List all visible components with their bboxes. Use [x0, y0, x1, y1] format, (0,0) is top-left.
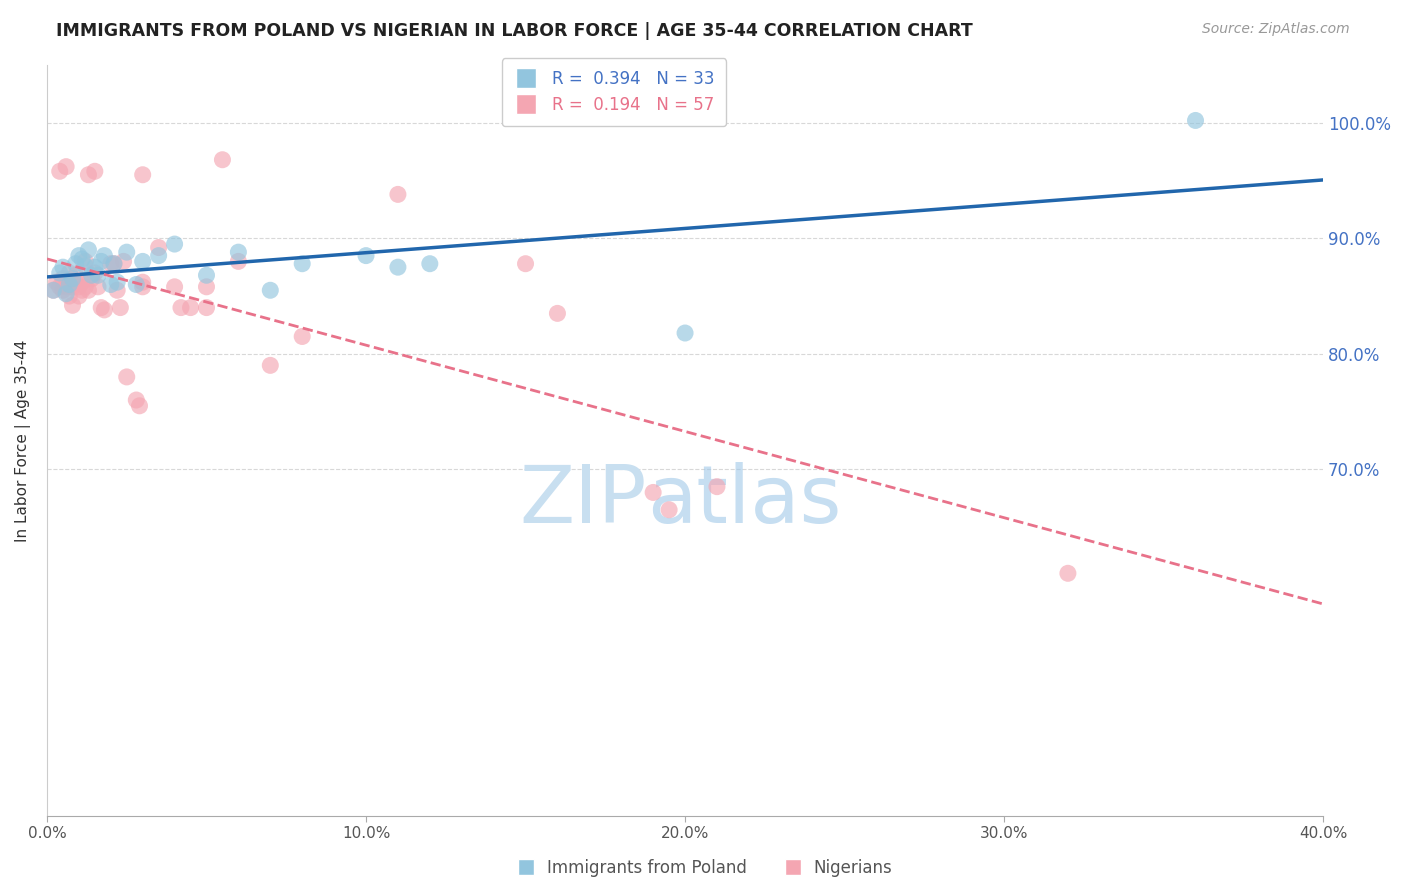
Point — [55, 160, 77, 174]
Point — [131, 280, 153, 294]
Point — [387, 187, 409, 202]
Point — [515, 257, 537, 271]
Point — [259, 283, 281, 297]
Point — [112, 254, 135, 268]
Point — [1184, 113, 1206, 128]
Point — [65, 257, 87, 271]
Point — [65, 275, 87, 289]
Point — [67, 289, 90, 303]
Point — [195, 268, 218, 283]
Point — [195, 301, 218, 315]
Point — [83, 164, 105, 178]
Point — [77, 243, 100, 257]
Point — [90, 301, 112, 315]
Point — [80, 271, 103, 285]
Text: atlas: atlas — [647, 461, 841, 540]
Y-axis label: In Labor Force | Age 35-44: In Labor Force | Age 35-44 — [15, 339, 31, 541]
Point — [387, 260, 409, 275]
Point — [42, 283, 65, 297]
Point — [58, 277, 80, 292]
Point — [170, 301, 193, 315]
Point — [52, 271, 75, 285]
Point — [45, 275, 67, 289]
Point — [75, 259, 97, 273]
Point — [105, 283, 128, 297]
Point — [83, 266, 105, 280]
Point — [52, 260, 75, 275]
Point — [100, 257, 122, 271]
Point — [62, 271, 84, 285]
Point — [706, 480, 728, 494]
Point — [100, 277, 122, 292]
Point — [354, 249, 377, 263]
Point — [163, 237, 186, 252]
Point — [48, 280, 70, 294]
Point — [125, 392, 148, 407]
Point — [75, 280, 97, 294]
Point — [115, 245, 138, 260]
Point — [90, 254, 112, 268]
Point — [211, 153, 233, 167]
Point — [228, 254, 250, 268]
Point — [291, 257, 314, 271]
Point — [87, 268, 110, 283]
Point — [148, 249, 170, 263]
Point — [52, 283, 75, 297]
Point — [658, 502, 681, 516]
Point — [62, 298, 84, 312]
Legend: R =  0.394   N = 33, R =  0.194   N = 57: R = 0.394 N = 33, R = 0.194 N = 57 — [502, 58, 725, 126]
Point — [1057, 566, 1080, 581]
Point — [228, 245, 250, 260]
Text: Source: ZipAtlas.com: Source: ZipAtlas.com — [1202, 22, 1350, 37]
Point — [259, 359, 281, 373]
Point — [546, 306, 568, 320]
Point — [77, 283, 100, 297]
Text: IMMIGRANTS FROM POLAND VS NIGERIAN IN LABOR FORCE | AGE 35-44 CORRELATION CHART: IMMIGRANTS FROM POLAND VS NIGERIAN IN LA… — [56, 22, 973, 40]
Point — [103, 257, 125, 271]
Point — [42, 283, 65, 297]
Point — [83, 260, 105, 275]
Point — [163, 280, 186, 294]
Point — [67, 280, 90, 294]
Point — [291, 329, 314, 343]
Point — [87, 280, 110, 294]
Point — [77, 168, 100, 182]
Point — [55, 280, 77, 294]
Point — [93, 249, 115, 263]
Point — [105, 275, 128, 289]
Point — [643, 485, 665, 500]
Point — [148, 240, 170, 254]
Point — [115, 370, 138, 384]
Point — [58, 289, 80, 303]
Point — [62, 280, 84, 294]
Point — [48, 266, 70, 280]
Point — [67, 249, 90, 263]
Point — [180, 301, 202, 315]
Point — [131, 168, 153, 182]
Point — [131, 275, 153, 289]
Point — [55, 286, 77, 301]
Point — [128, 399, 150, 413]
Point — [70, 283, 93, 297]
Point — [195, 280, 218, 294]
Point — [131, 254, 153, 268]
Legend: Immigrants from Poland, Nigerians: Immigrants from Poland, Nigerians — [508, 853, 898, 884]
Point — [58, 266, 80, 280]
Point — [75, 254, 97, 268]
Point — [103, 257, 125, 271]
Text: ZIP: ZIP — [519, 461, 647, 540]
Point — [48, 164, 70, 178]
Point — [419, 257, 441, 271]
Point — [110, 301, 132, 315]
Point — [80, 268, 103, 283]
Point — [673, 326, 696, 340]
Point — [70, 275, 93, 289]
Point — [93, 302, 115, 317]
Point — [70, 252, 93, 266]
Point — [65, 268, 87, 283]
Point — [125, 277, 148, 292]
